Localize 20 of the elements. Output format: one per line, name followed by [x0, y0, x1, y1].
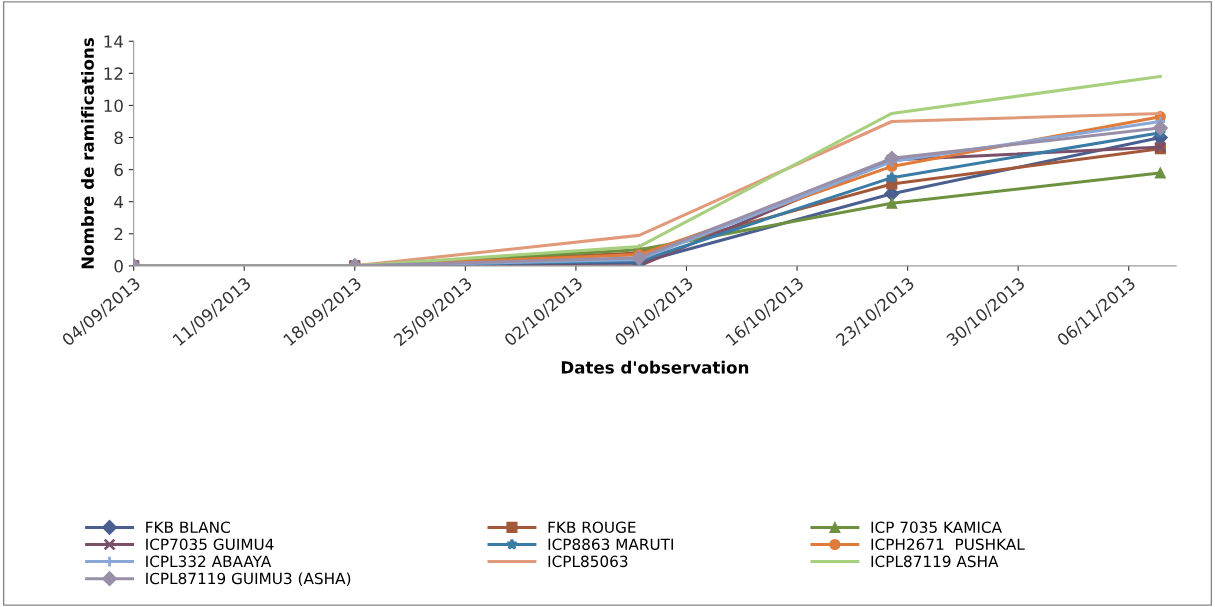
y-tick-label: 2	[114, 227, 123, 241]
y-axis-title: Nombre de ramifications	[81, 38, 94, 269]
x-axis-title: Dates d'observation	[561, 360, 749, 374]
y-tick-label: 6	[114, 163, 123, 177]
legend-label: ICP7035 GUIMU4	[146, 538, 274, 551]
legend-label: ICPL87119 ASHA	[871, 555, 999, 568]
y-tick-label: 8	[114, 131, 123, 145]
legend-label: FKB ROUGE	[548, 521, 636, 533]
y-tick-label: 10	[104, 99, 123, 113]
legend-label: ICP 7035 KAMICA	[871, 521, 1002, 533]
y-tick-label: 0	[114, 259, 123, 273]
legend-label: FKB BLANC	[146, 521, 230, 533]
legend-label: ICPH2671 PUSHKAL	[871, 538, 1025, 551]
y-tick-label: 4	[114, 195, 123, 209]
legend-label: ICP8863 MARUTI	[548, 538, 673, 551]
y-tick-label: 12	[104, 67, 123, 80]
legend-label: ICPL332 ABAAYA	[146, 555, 272, 568]
legend-label: ICPL87119 GUIMU3 (ASHA)	[146, 572, 351, 587]
y-tick-label: 14	[104, 35, 123, 48]
legend-label: ICPL85063	[548, 555, 628, 568]
